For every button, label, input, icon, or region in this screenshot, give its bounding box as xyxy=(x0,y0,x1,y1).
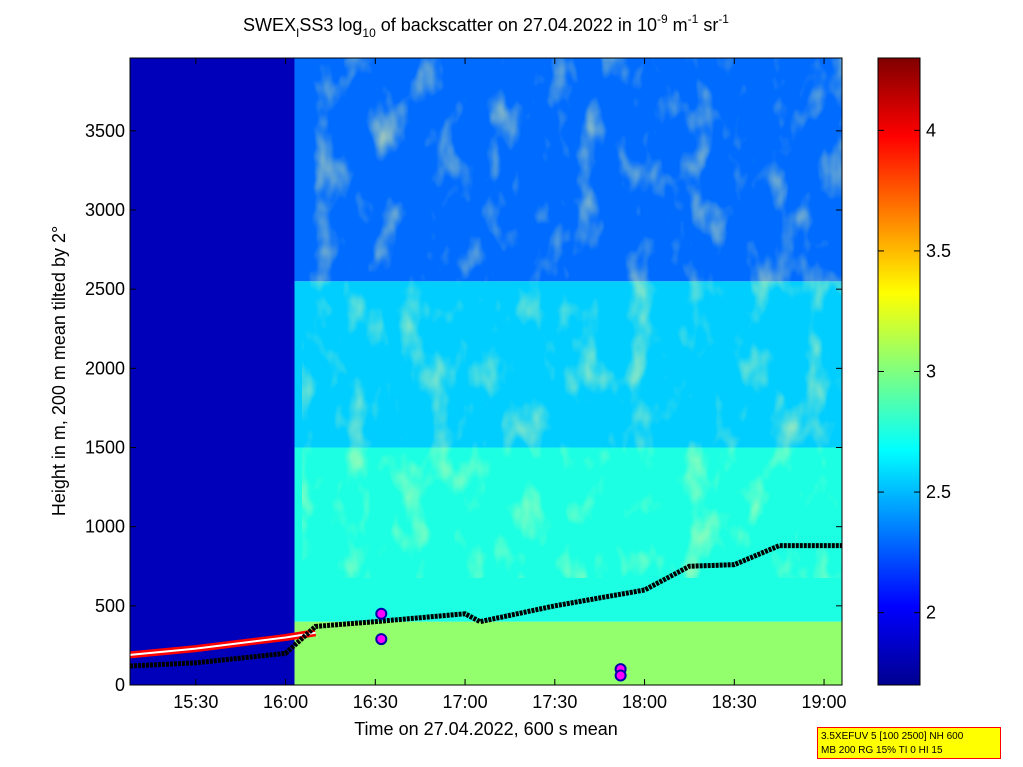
y-tick-label-7: 3500 xyxy=(85,121,125,141)
x-tick-label-2: 16:30 xyxy=(353,692,398,712)
y-axis-ticks: 0 500 1000 1500 2000 2500 3000 3500 xyxy=(85,121,842,695)
title-log-base: 10 xyxy=(362,26,376,40)
x-axis-ticks: 15:30 16:00 16:30 17:00 17:30 18:00 18:30 19:00 xyxy=(173,58,847,712)
title-exp2: -1 xyxy=(688,12,699,26)
x-tick-label-7: 19:00 xyxy=(802,692,847,712)
y-tick-label-6: 3000 xyxy=(85,200,125,220)
title-mid: SS3 log xyxy=(299,15,362,35)
title-exp3: -1 xyxy=(718,12,729,26)
y-tick-label-2: 1000 xyxy=(85,517,125,537)
boundary-layer-line xyxy=(130,543,842,669)
x-axis-label: Time on 27.04.2022, 600 s mean xyxy=(354,719,618,739)
title-unit1: m xyxy=(668,15,688,35)
title-sub: I xyxy=(296,26,299,40)
heatmap-region-0 xyxy=(130,58,295,685)
x-tick-label-0: 15:30 xyxy=(173,692,218,712)
low-layer-line-core xyxy=(130,631,316,656)
x-tick-label-5: 18:00 xyxy=(622,692,667,712)
x-tick-label-3: 17:00 xyxy=(443,692,488,712)
colorbar-tick-label-1: 2.5 xyxy=(926,482,951,502)
chart-title: SWEXISS3 log10 of backscatter on 27.04.2… xyxy=(243,12,729,40)
title-unit2: sr xyxy=(698,15,718,35)
heatmap-speckle xyxy=(302,58,842,578)
colorbar-tick-label-0: 2 xyxy=(926,603,936,623)
y-tick-label-3: 1500 xyxy=(85,438,125,458)
y-axis-label: Height in m, 200 m mean tilted by 2° xyxy=(49,226,69,516)
y-tick-label-1: 500 xyxy=(95,596,125,616)
colorbar-tick-label-4: 4 xyxy=(926,120,936,140)
settings-box: 3.5XEFUV 5 [100 2500] NH 600 MB 200 RG 1… xyxy=(817,727,1001,759)
title-rest: of backscatter on 27.04.2022 in 10 xyxy=(376,15,657,35)
colorbar-tick-label-3: 3.5 xyxy=(926,241,951,261)
marker-point-0 xyxy=(375,607,388,620)
title-exp1: -9 xyxy=(657,12,668,26)
heatmap-plot-area xyxy=(130,58,842,685)
colorbar xyxy=(877,57,921,686)
layer-lines xyxy=(130,543,842,669)
x-tick-label-4: 17:30 xyxy=(532,692,577,712)
y-tick-label-5: 2500 xyxy=(85,279,125,299)
y-tick-label-4: 2000 xyxy=(85,358,125,378)
marker-point-3 xyxy=(614,669,627,682)
title-prefix: SWEX xyxy=(243,15,296,35)
x-tick-label-6: 18:30 xyxy=(712,692,757,712)
marker-point-1 xyxy=(375,633,388,646)
heatmap-region-1 xyxy=(294,621,842,685)
settings-line-2: MB 200 RG 15% TI 0 HI 15 xyxy=(821,745,943,756)
plot-frame xyxy=(129,57,843,686)
y-tick-label-0: 0 xyxy=(115,675,125,695)
marker-points xyxy=(375,607,627,682)
colorbar-tick-label-2: 3 xyxy=(926,362,936,382)
x-tick-label-1: 16:00 xyxy=(263,692,308,712)
settings-line-1: 3.5XEFUV 5 [100 2500] NH 600 xyxy=(821,731,964,742)
colorbar-ticks: 2 2.5 3 3.5 4 xyxy=(878,120,951,623)
